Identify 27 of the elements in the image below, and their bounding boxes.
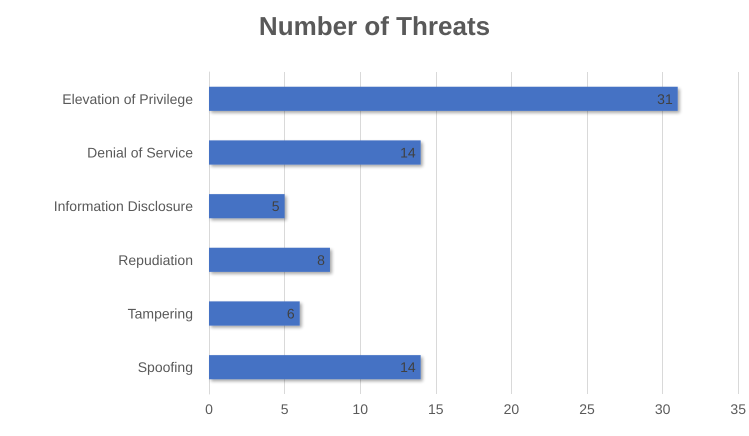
y-tick-label: Repudiation	[118, 252, 193, 268]
y-tick-label: Information Disclosure	[54, 198, 194, 214]
x-tick-label: 25	[579, 401, 596, 417]
bar	[209, 301, 300, 326]
data-label: 6	[286, 306, 295, 322]
data-label: 14	[400, 144, 416, 160]
chart-title: Number of Threats	[258, 11, 490, 41]
x-tick-label: 20	[504, 401, 520, 417]
x-tick-label: 30	[654, 401, 671, 417]
data-label: 31	[657, 90, 673, 107]
y-tick-label: Spoofing	[138, 359, 193, 376]
x-tick-label: 10	[352, 401, 368, 417]
data-label: 8	[317, 252, 326, 268]
x-tick-label: 35	[730, 401, 746, 417]
x-tick-label: 15	[428, 401, 444, 417]
data-label: 14	[400, 359, 416, 376]
x-tick-label: 5	[280, 401, 289, 417]
y-tick-label: Denial of Service	[87, 144, 194, 160]
data-label: 5	[272, 198, 280, 214]
bar	[209, 140, 421, 165]
y-tick-label: Tampering	[128, 306, 193, 322]
bar	[209, 248, 330, 272]
bar	[209, 86, 678, 111]
y-tick-label: Elevation of Privilege	[62, 90, 194, 107]
bar	[209, 355, 421, 380]
bar	[209, 194, 285, 218]
x-tick-label: 0	[205, 401, 214, 417]
